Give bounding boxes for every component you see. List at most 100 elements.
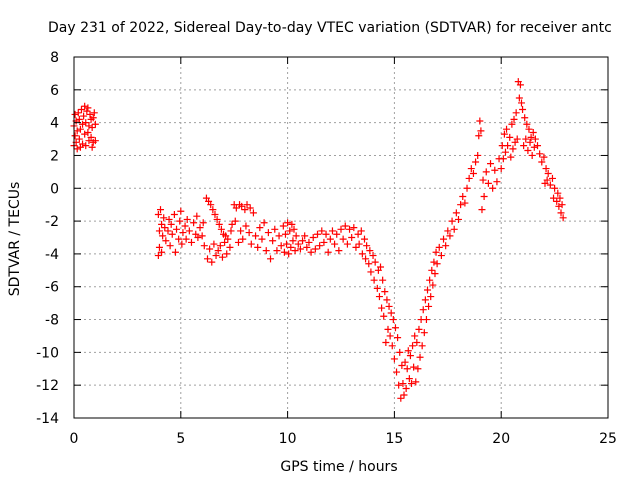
data-point [168,230,176,238]
data-point [316,242,324,250]
data-point [484,179,492,187]
data-point [474,151,482,159]
x-axis-title: GPS time / hours [280,459,397,475]
data-point [287,243,295,251]
data-point [245,229,253,237]
y-tick-label: 6 [50,83,59,99]
data-point [71,132,79,140]
data-point [411,332,419,340]
data-point [84,128,92,136]
data-point [491,166,499,174]
data-point [339,235,347,243]
data-point [551,184,559,192]
y-tick-label: -8 [45,313,59,329]
data-point [200,242,208,250]
data-point [167,220,175,228]
data-point [526,138,534,146]
data-point [360,235,368,243]
data-point [394,334,402,342]
data-point [279,222,287,230]
data-point [534,142,542,150]
x-tick-label: 10 [279,431,297,447]
data-point [87,133,95,141]
data-point [396,348,404,356]
data-point [289,237,297,245]
data-point [75,115,83,123]
data-point [285,250,293,258]
data-point [305,238,313,246]
data-point [90,109,98,117]
data-point [448,217,456,225]
data-point [508,120,516,128]
data-point [427,293,435,301]
data-point [212,252,220,260]
data-point [160,214,168,222]
data-point [208,258,216,266]
data-point [379,276,387,284]
data-point [430,258,438,266]
data-point [405,375,413,383]
data-point [215,220,223,228]
data-point [307,248,315,256]
axis-ticks: 0 5 10 15 20 25 -14 -12 -10 -8 -6 -4 -2 0 2 4 6 8 [36,50,617,447]
data-point [424,286,432,294]
data-point [301,232,309,240]
data-point [158,248,166,256]
data-point [239,235,247,243]
data-point [77,106,85,114]
data-point [326,235,334,243]
data-point [227,227,235,235]
data-point [403,365,411,373]
data-point [311,245,319,253]
data-point [507,153,515,161]
data-point [554,189,562,197]
data-point [550,194,558,202]
data-point [446,232,454,240]
data-point [521,114,529,122]
data-point [207,201,215,209]
data-point [444,227,452,235]
data-point [386,332,394,340]
data-point [241,206,249,214]
data-point [320,238,328,246]
data-point [73,127,81,135]
data-point [82,142,90,150]
data-point [88,143,96,151]
data-point [503,125,511,133]
y-axis-title: SDTVAR / TECUs [7,182,23,297]
data-point [73,145,81,153]
data-point [74,109,82,117]
data-point [506,133,514,141]
data-point [428,266,436,274]
data-point [515,94,523,102]
data-point [238,202,246,210]
data-point [91,120,99,128]
data-point [543,176,551,184]
data-point [369,252,377,260]
data-point [463,184,471,192]
data-point [85,122,93,130]
data-point [154,252,162,260]
data-point [158,220,166,228]
data-point [352,243,360,251]
data-point [367,268,375,276]
data-point [185,227,193,235]
data-point [421,296,429,304]
data-point [346,225,354,233]
data-point [228,220,236,228]
y-tick-label: -4 [45,247,59,263]
data-point [86,110,94,118]
data-point [362,255,370,263]
data-point [182,235,190,243]
data-point [487,160,495,168]
data-point [231,217,239,225]
data-point [81,102,89,110]
data-point [385,302,393,310]
data-point [159,232,167,240]
data-point [525,125,533,133]
data-point [429,281,437,289]
data-point [413,339,421,347]
data-point [155,227,163,235]
